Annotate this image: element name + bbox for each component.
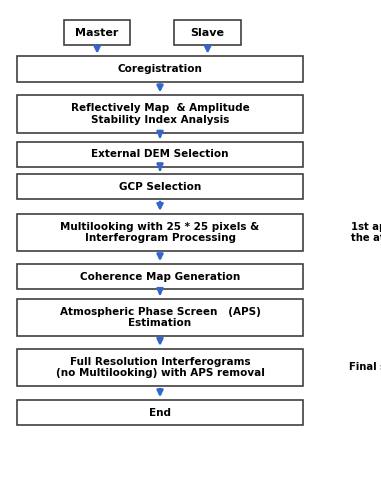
Text: Full Resolution Interferograms
(no Multilooking) with APS removal: Full Resolution Interferograms (no Multi… — [56, 356, 264, 378]
Bar — [17, 95, 303, 132]
Text: Coregistration: Coregistration — [118, 64, 202, 74]
Text: Atmospheric Phase Screen   (APS)
Estimation: Atmospheric Phase Screen (APS) Estimatio… — [59, 306, 261, 328]
Bar — [17, 400, 303, 425]
Bar — [17, 298, 303, 336]
Text: External DEM Selection: External DEM Selection — [91, 149, 229, 159]
Bar — [17, 142, 303, 167]
Text: Reflectively Map  & Amplitude
Stability Index Analysis: Reflectively Map & Amplitude Stability I… — [70, 103, 250, 125]
Text: Slave: Slave — [190, 28, 225, 38]
Bar — [17, 56, 303, 82]
Bar — [174, 20, 241, 44]
Text: Master: Master — [75, 28, 119, 38]
Text: Multilooking with 25 * 25 pixels &
Interferogram Processing: Multilooking with 25 * 25 pixels & Inter… — [61, 222, 259, 244]
Text: End: End — [149, 408, 171, 418]
Bar — [17, 264, 303, 289]
Bar — [17, 349, 303, 386]
Bar — [64, 20, 130, 44]
Text: Coherence Map Generation: Coherence Map Generation — [80, 272, 240, 281]
Text: GCP Selection: GCP Selection — [119, 182, 201, 192]
Bar — [17, 214, 303, 251]
Text: 1st approximation  of
the atmospheric delay: 1st approximation of the atmospheric del… — [351, 222, 381, 244]
Bar — [17, 174, 303, 199]
Text: Final stage: Final stage — [349, 362, 381, 372]
